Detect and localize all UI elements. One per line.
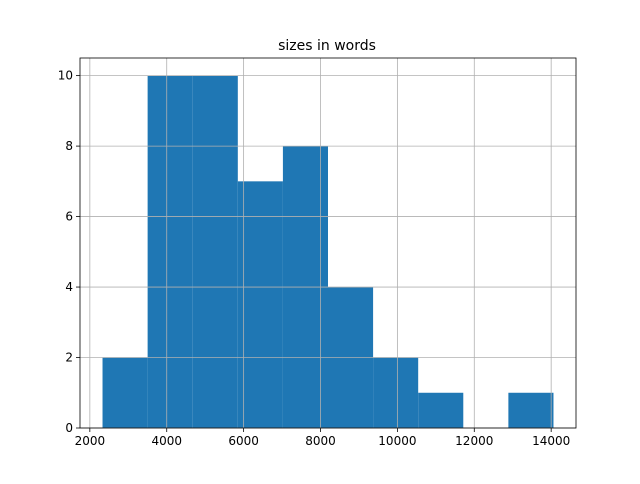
- bar: [147, 75, 193, 428]
- bar: [508, 392, 554, 428]
- x-tick-label: 6000: [228, 434, 259, 448]
- y-tick-label: 8: [65, 139, 73, 153]
- chart-title: sizes in words: [278, 38, 376, 54]
- y-tick-label: 6: [65, 210, 73, 224]
- y-tick-label: 4: [65, 280, 73, 294]
- y-tick-label: 2: [65, 351, 73, 365]
- x-tick-label: 8000: [305, 434, 336, 448]
- x-tick-label: 12000: [455, 434, 493, 448]
- x-tick-label: 10000: [378, 434, 416, 448]
- x-tick-label: 4000: [151, 434, 182, 448]
- bar: [192, 75, 238, 428]
- bar: [237, 181, 283, 428]
- y-tick-label: 0: [65, 421, 73, 435]
- bar: [373, 357, 419, 428]
- bar: [102, 357, 148, 428]
- plot-frame: [79, 57, 577, 429]
- x-tick-label: 2000: [75, 434, 106, 448]
- x-tick-label: 14000: [532, 434, 570, 448]
- y-tick-label: 10: [58, 69, 73, 83]
- bar: [418, 392, 464, 428]
